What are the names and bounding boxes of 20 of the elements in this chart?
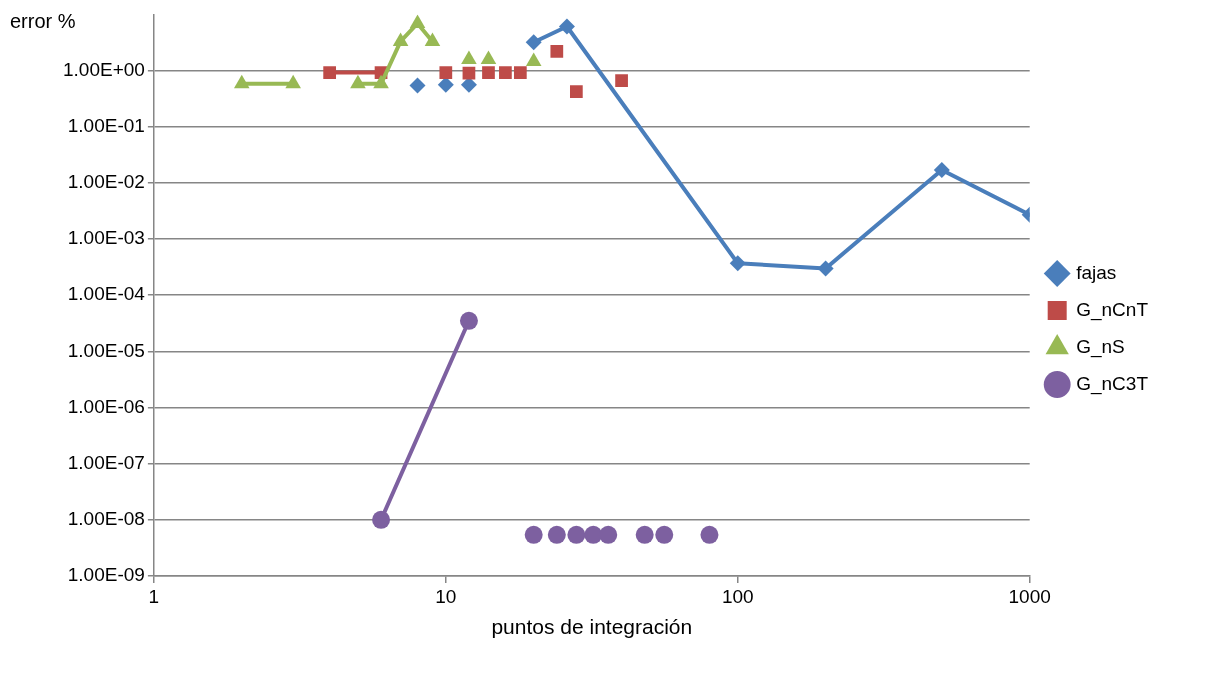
y-axis-title: error % bbox=[10, 9, 76, 32]
y-tick-label: 1.00E-06 bbox=[67, 395, 145, 417]
legend-label: G_nS bbox=[1076, 335, 1125, 358]
x-tick-label: 100 bbox=[721, 585, 754, 607]
y-tick-label: 1.00E-02 bbox=[67, 171, 145, 193]
y-tick-label: 1.00E-04 bbox=[67, 283, 146, 305]
x-tick-label: 1 bbox=[148, 585, 160, 607]
y-tick-label: 1.00E-09 bbox=[67, 564, 145, 586]
x-axis-title: puntos de integración bbox=[491, 615, 693, 639]
y-tick-label: 1.00E-08 bbox=[67, 508, 145, 530]
y-tick-label: 1.00E+00 bbox=[62, 58, 145, 80]
y-tick-label: 1.00E-07 bbox=[67, 451, 145, 473]
x-tick-label: 10 bbox=[435, 585, 457, 607]
x-tick-label: 1000 bbox=[1008, 585, 1051, 607]
y-tick-label: 1.00E-05 bbox=[67, 339, 145, 361]
legend-label: G_nC3T bbox=[1076, 372, 1149, 395]
y-tick-label: 1.00E-03 bbox=[67, 227, 145, 249]
legend-label: fajas bbox=[1076, 261, 1117, 283]
y-tick-label: 1.00E-01 bbox=[67, 114, 145, 136]
legend-label: G_nCnT bbox=[1076, 298, 1149, 321]
